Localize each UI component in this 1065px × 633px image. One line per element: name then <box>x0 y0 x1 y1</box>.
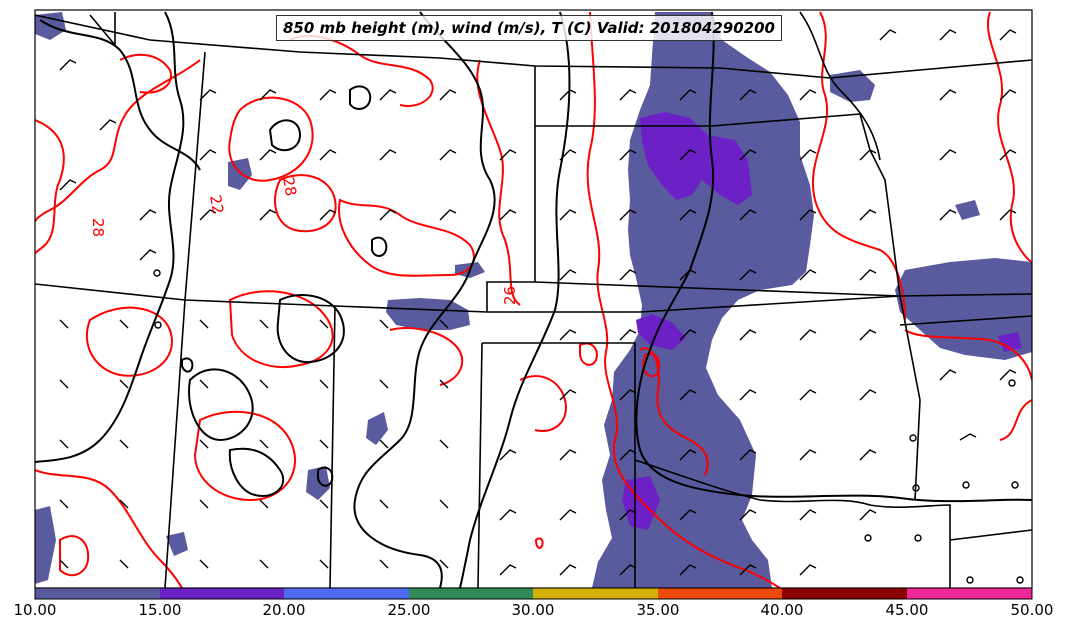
border-ne-ks <box>534 281 901 297</box>
border-sd-ne <box>535 113 861 127</box>
colorbar-segment <box>160 588 284 599</box>
wind-core-kansas <box>636 314 686 350</box>
temp-contour-plains-southeast <box>904 329 1032 381</box>
colorbar-tick-label: 15.00 <box>138 601 182 619</box>
colorbar-tick-label: 40.00 <box>760 601 804 619</box>
colorbar-tick-label: 20.00 <box>262 601 306 619</box>
colorbar-tick-label: 35.00 <box>636 601 680 619</box>
height-contour-central <box>459 11 571 588</box>
border-ok-panhandle <box>482 342 636 588</box>
wind-core-east <box>998 332 1022 352</box>
wind-speed-strong <box>622 112 1022 530</box>
colorbar-tick-label: 45.00 <box>885 601 929 619</box>
wind-blob-iowa <box>955 200 980 220</box>
wind-blob-arizona <box>306 466 330 500</box>
border-mn-ia <box>859 113 901 297</box>
temp-contour-west <box>119 53 172 94</box>
height-contour-nm <box>228 447 285 497</box>
temp-contour-idaho <box>35 119 65 255</box>
temp-contour-utah <box>85 306 173 377</box>
height-contour-loop-ne <box>349 85 372 110</box>
temp-contour-central <box>586 11 781 588</box>
colorbar-tick-label: 10.00 <box>13 601 57 619</box>
colorbar-tick-label: 30.00 <box>511 601 555 619</box>
height-contour-loop-wy <box>268 119 302 152</box>
wind-blob-southwest <box>35 506 56 584</box>
height-contour-az <box>188 368 254 442</box>
temp-contour-texas-east <box>999 399 1032 441</box>
temp-contour-nm <box>193 410 296 502</box>
height-contour-small-1 <box>181 357 194 373</box>
wind-blob-colorado <box>166 532 188 556</box>
wind-blob-northeast <box>830 70 875 102</box>
wind-barbs <box>59 29 1017 576</box>
colorbar-segment <box>284 588 409 599</box>
border-ia-mo <box>899 315 1032 326</box>
colorbar-tick-label: 50.00 <box>1010 601 1054 619</box>
colorbar-segment <box>782 588 907 599</box>
colorbar-segment <box>35 588 160 599</box>
height-contour-loop-co <box>371 236 388 257</box>
temp-contour-texas <box>519 375 567 432</box>
colorbar <box>34 587 1033 600</box>
colorbar-segment <box>409 588 533 599</box>
political-borders <box>35 11 1032 588</box>
colorbar-frame <box>34 587 1033 600</box>
temp-contour-colorado <box>228 290 334 368</box>
contour-label: 28 <box>279 176 300 198</box>
border-wyoming-west <box>184 51 206 301</box>
colorbar-segment <box>658 588 782 599</box>
map-title: 850 mb height (m), wind (m/s), T (C) Val… <box>276 15 782 41</box>
temp-contour-sw-loop <box>59 535 90 577</box>
temp-contour-wyo-loop <box>228 96 314 182</box>
contour-label: 22 <box>206 194 227 216</box>
height-contour-utah <box>39 19 201 171</box>
temp-contour-border <box>389 327 464 386</box>
height-contours <box>35 11 1032 588</box>
temp-contour-far-east <box>987 11 1032 263</box>
temp-contour-small-1 <box>579 342 598 366</box>
contour-label: 28 <box>89 218 107 237</box>
temp-contour-small-2 <box>641 352 661 378</box>
height-contour-nm2 <box>276 294 345 364</box>
calm-wind-circles <box>153 269 1024 584</box>
wind-core-south-dakota <box>640 112 752 205</box>
border-nd-sd-top <box>89 12 116 46</box>
height-contour-rockies <box>353 11 496 588</box>
height-contour-wyoming <box>35 11 185 463</box>
colorbar-segment <box>907 588 1032 599</box>
height-contour-east <box>635 11 1032 503</box>
colorbar-segment <box>533 588 658 599</box>
temp-contour-south <box>35 469 183 588</box>
border-canada-us <box>35 14 1032 79</box>
contour-labels: 28 22 28 26 <box>89 176 519 305</box>
border-co-nm <box>329 305 336 588</box>
contour-label: 26 <box>501 286 519 305</box>
border-ok-red-river <box>634 459 951 588</box>
colorbar-tick-label: 25.00 <box>387 601 431 619</box>
border-missouri-river <box>799 11 881 161</box>
temp-contour-wyo-loop-2 <box>274 174 337 233</box>
border-tx-ok <box>477 342 483 588</box>
wind-blob-plains-east <box>895 258 1032 360</box>
border-ar-la <box>949 529 1032 541</box>
border-mo-east <box>899 295 921 501</box>
temp-contour-small-3 <box>534 537 544 549</box>
wind-blob-new-mexico <box>366 412 388 445</box>
temp-contour-east <box>812 11 906 321</box>
border-utah-az <box>164 299 186 588</box>
